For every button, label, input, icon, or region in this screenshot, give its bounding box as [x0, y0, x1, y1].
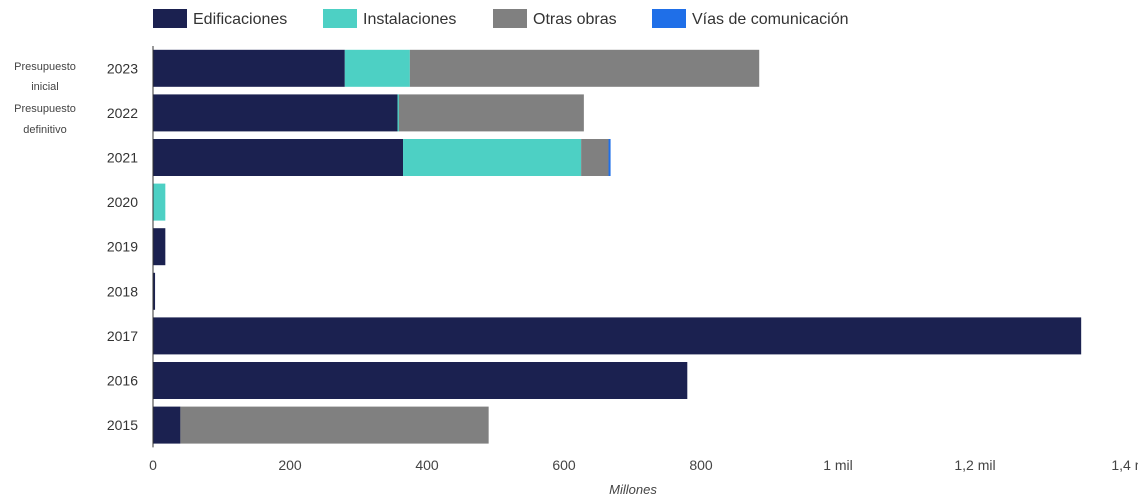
category-label-2016: 2016	[107, 373, 138, 389]
category-label-2022: 2022	[107, 105, 138, 121]
bar-2023-instalaciones	[344, 49, 410, 87]
side-note-1-line-1: definitivo	[23, 124, 66, 136]
side-note-1-line-0: Presupuesto	[14, 103, 76, 115]
y-axis-labels: 2023 2022 2021 2020 2019 2018 2017 2016 2015	[107, 60, 138, 433]
x-axis-title: Millones	[609, 482, 657, 495]
legend-swatch-instalaciones	[323, 9, 357, 28]
x-tick-label-1-4-mil: 1,4 mil	[1111, 457, 1138, 473]
legend-label-edificaciones: Edificaciones	[193, 11, 287, 28]
bar-2015-otras-obras	[180, 406, 489, 444]
bar-2018-edificaciones	[153, 272, 156, 310]
bar-2020-instalaciones	[153, 183, 166, 221]
category-label-2023: 2023	[107, 60, 138, 76]
category-label-2017: 2017	[107, 328, 138, 344]
bar-2022-instalaciones	[397, 94, 400, 132]
side-note-0-line-0: Presupuesto	[14, 61, 76, 73]
legend-swatch-otras-obras	[493, 9, 527, 28]
bar-2023-edificaciones	[153, 49, 345, 87]
legend-swatch-vias-de-comunicacion	[652, 9, 686, 28]
bar-2021-edificaciones	[153, 139, 404, 176]
category-label-2021: 2021	[107, 150, 138, 166]
x-tick-label-1-mil: 1 mil	[823, 457, 853, 473]
x-tick-label-200: 200	[278, 457, 302, 473]
x-axis-ticks: 0 200 400 600 800 1 mil 1,2 mil 1,4 mil	[149, 457, 1138, 473]
bars	[153, 49, 1082, 444]
category-label-2015: 2015	[107, 417, 138, 433]
category-label-2018: 2018	[107, 283, 138, 299]
category-label-2019: 2019	[107, 239, 138, 255]
bar-2023-otras-obras	[409, 49, 760, 87]
bar-2022-edificaciones	[153, 94, 398, 132]
bar-2021-vias-de-comunicacion	[608, 139, 611, 176]
legend-label-otras-obras: Otras obras	[533, 11, 617, 28]
bar-2021-instalaciones	[403, 139, 582, 176]
side-notes: Presupuesto inicial Presupuesto definitivo	[14, 61, 76, 136]
category-label-2020: 2020	[107, 194, 138, 210]
bar-2022-otras-obras	[398, 94, 584, 132]
legend-label-vias-de-comunicacion: Vías de comunicación	[692, 11, 849, 28]
bar-2016-edificaciones	[153, 362, 688, 399]
bar-2019-edificaciones	[153, 228, 166, 266]
bar-2017-edificaciones	[153, 317, 1082, 355]
bar-2021-otras-obras	[581, 139, 609, 176]
x-tick-label-0: 0	[149, 457, 157, 473]
x-tick-label-400: 400	[415, 457, 439, 473]
x-tick-label-800: 800	[689, 457, 713, 473]
bar-2015-edificaciones	[153, 406, 181, 444]
legend: Edificaciones Instalaciones Otras obras Vía…	[153, 9, 849, 28]
legend-label-instalaciones: Instalaciones	[363, 11, 456, 28]
x-tick-label-1-2-mil: 1,2 mil	[954, 457, 995, 473]
x-tick-label-600: 600	[552, 457, 576, 473]
legend-swatch-edificaciones	[153, 9, 187, 28]
side-note-0-line-1: inicial	[31, 81, 59, 93]
